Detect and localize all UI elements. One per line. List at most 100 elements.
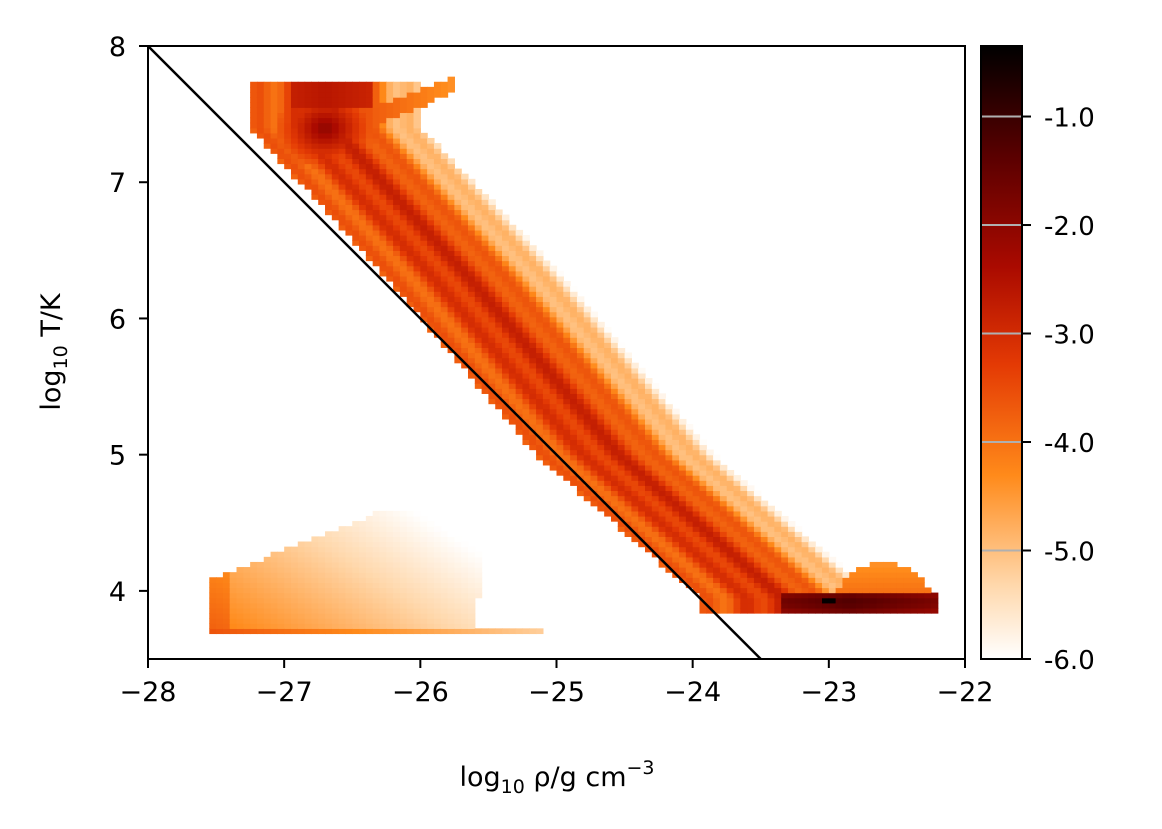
heatmap-cell	[713, 551, 721, 558]
heatmap-cell	[325, 102, 333, 108]
heatmap-cell	[379, 531, 387, 537]
heatmap-cell	[461, 291, 469, 297]
heatmap-cell	[277, 127, 285, 134]
heatmap-cell	[583, 418, 592, 425]
heatmap-cell	[284, 148, 292, 154]
heatmap-cell	[713, 500, 721, 507]
heatmap-cell	[372, 91, 381, 98]
heatmap-cell	[896, 582, 905, 589]
heatmap-cell	[590, 398, 598, 405]
heatmap-cell	[454, 321, 462, 328]
heatmap-cell	[774, 602, 782, 609]
heatmap-cell	[502, 260, 510, 267]
heatmap-cell	[311, 572, 319, 578]
heatmap-cell	[379, 577, 387, 583]
heatmap-cell	[338, 536, 347, 543]
heatmap-cell	[529, 275, 537, 282]
heatmap-cell	[747, 582, 755, 589]
heatmap-cell	[890, 572, 898, 578]
heatmap-cell	[801, 541, 810, 548]
heatmap-cell	[651, 490, 660, 497]
heatmap-cell	[338, 214, 347, 221]
heatmap-cell	[474, 556, 483, 563]
heatmap-cell	[318, 587, 326, 594]
heatmap-cell	[433, 577, 442, 583]
heatmap-cell	[331, 582, 340, 589]
heatmap-cell	[256, 561, 265, 568]
heatmap-cell	[345, 163, 353, 170]
heatmap-cell	[250, 97, 258, 103]
heatmap-cell	[433, 173, 442, 180]
heatmap-cell	[420, 592, 428, 599]
heatmap-cell	[747, 495, 755, 502]
heatmap-cell	[447, 337, 455, 343]
heatmap-cell	[706, 582, 714, 589]
heatmap-cell	[467, 556, 476, 563]
heatmap-cell	[474, 306, 483, 313]
heatmap-cell	[263, 81, 272, 88]
heatmap-cell	[767, 531, 775, 537]
heatmap-cell	[393, 582, 401, 589]
heatmap-cell	[290, 556, 299, 563]
heatmap-cell	[699, 475, 707, 481]
heatmap-cell	[706, 536, 714, 543]
heatmap-cell	[474, 280, 483, 287]
heatmap-cell	[440, 332, 449, 338]
heatmap-cell	[399, 613, 408, 619]
heatmap-cell	[835, 597, 844, 604]
heatmap-cell	[508, 260, 517, 267]
heatmap-cell	[325, 163, 333, 170]
heatmap-cell	[658, 521, 667, 527]
heatmap-cell	[706, 485, 714, 492]
heatmap-cell	[549, 337, 558, 343]
heatmap-cell	[502, 250, 510, 257]
heatmap-cell	[433, 551, 442, 558]
heatmap-cell	[467, 255, 476, 262]
heatmap-cell	[563, 418, 571, 425]
heatmap-cell	[467, 270, 476, 277]
heatmap-cell	[338, 602, 347, 609]
heatmap-cell	[325, 132, 333, 139]
heatmap-cell	[515, 316, 524, 323]
heatmap-cell	[549, 342, 558, 348]
heatmap-cell	[753, 505, 762, 512]
heatmap-cell	[903, 607, 912, 614]
heatmap-cell	[270, 122, 278, 129]
heatmap-cell	[740, 526, 748, 532]
heatmap-cell	[304, 127, 312, 134]
heatmap-cell	[352, 219, 360, 226]
heatmap-cell	[570, 388, 578, 394]
heatmap-cell	[413, 224, 421, 231]
heatmap-cell	[413, 112, 421, 119]
heatmap-cell	[413, 556, 421, 563]
heatmap-cell	[338, 86, 347, 93]
heatmap-cell	[679, 475, 687, 481]
heatmap-cell	[474, 219, 483, 226]
heatmap-cell	[590, 367, 598, 374]
heatmap-cell	[399, 163, 408, 170]
heatmap-cell	[359, 199, 367, 205]
heatmap-cell	[726, 597, 735, 604]
heatmap-cell	[740, 485, 748, 492]
heatmap-cell	[706, 515, 714, 522]
heatmap-cell	[338, 127, 347, 134]
heatmap-cell	[379, 163, 387, 170]
heatmap-cell	[645, 510, 653, 517]
heatmap-cell	[386, 536, 394, 543]
heatmap-cell	[658, 515, 667, 522]
heatmap-cell	[331, 97, 340, 103]
heatmap-cell	[536, 347, 544, 354]
heatmap-cell	[549, 275, 558, 282]
heatmap-cell	[576, 403, 585, 410]
heatmap-cell	[365, 86, 374, 93]
heatmap-cell	[624, 418, 632, 425]
heatmap-cell	[576, 311, 585, 318]
heatmap-cell	[474, 347, 483, 354]
heatmap-cell	[488, 245, 496, 251]
heatmap-cell	[325, 541, 333, 548]
heatmap-cell	[413, 148, 421, 154]
heatmap-cell	[508, 628, 517, 635]
heatmap-cell	[638, 480, 646, 486]
heatmap-cell	[542, 372, 551, 379]
heatmap-cell	[399, 132, 408, 139]
